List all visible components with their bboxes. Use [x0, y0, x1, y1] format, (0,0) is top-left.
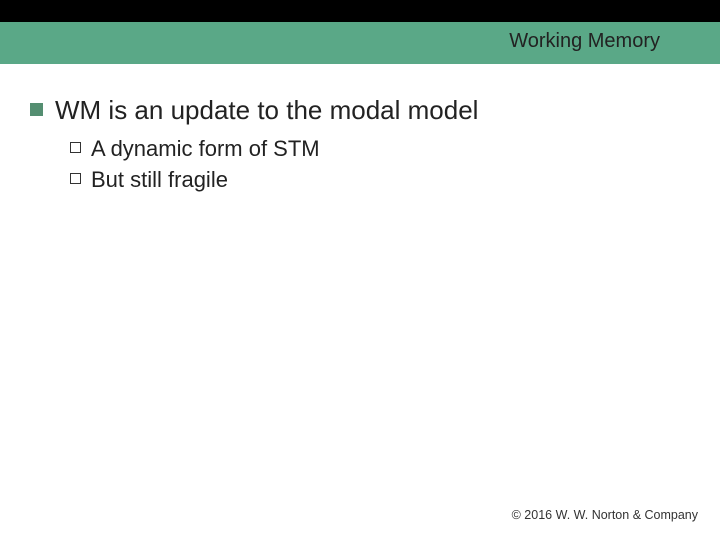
- slide-content: WM is an update to the modal model A dyn…: [0, 64, 720, 195]
- hollow-square-icon: [70, 142, 81, 153]
- bullet-level2: But still fragile: [70, 165, 690, 195]
- bullet-level2: A dynamic form of STM: [70, 134, 690, 164]
- hollow-square-icon: [70, 173, 81, 184]
- filled-square-icon: [30, 103, 43, 116]
- level2-text: A dynamic form of STM: [91, 134, 320, 164]
- copyright-text: © 2016 W. W. Norton & Company: [512, 508, 698, 522]
- level2-text: But still fragile: [91, 165, 228, 195]
- level1-text: WM is an update to the modal model: [55, 94, 478, 128]
- level2-group: A dynamic form of STM But still fragile: [70, 134, 690, 195]
- slide-title: Working Memory: [509, 30, 660, 53]
- top-black-bar: [0, 0, 720, 22]
- bullet-level1: WM is an update to the modal model: [30, 94, 690, 128]
